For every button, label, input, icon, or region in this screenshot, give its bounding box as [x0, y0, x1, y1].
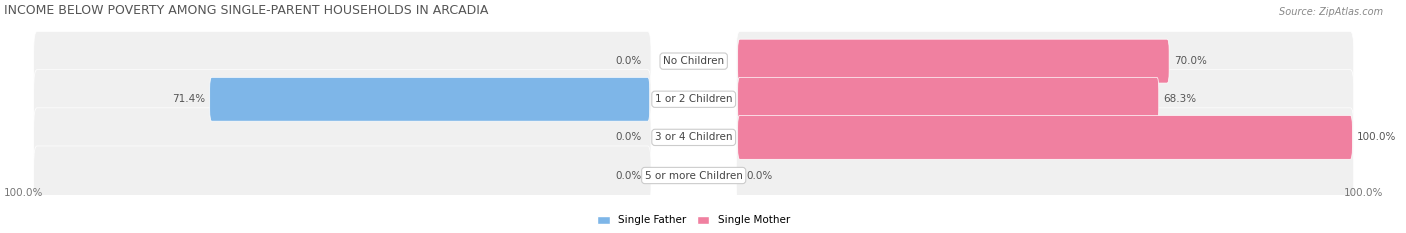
FancyBboxPatch shape [209, 77, 650, 121]
FancyBboxPatch shape [34, 70, 651, 129]
Text: No Children: No Children [664, 56, 724, 66]
Text: 0.0%: 0.0% [747, 171, 772, 181]
Text: 1 or 2 Children: 1 or 2 Children [655, 94, 733, 104]
Text: 70.0%: 70.0% [1174, 56, 1206, 66]
Text: 0.0%: 0.0% [614, 132, 641, 142]
Text: Source: ZipAtlas.com: Source: ZipAtlas.com [1279, 7, 1384, 17]
FancyBboxPatch shape [738, 116, 1353, 159]
Text: 3 or 4 Children: 3 or 4 Children [655, 132, 733, 142]
Text: 100.0%: 100.0% [1344, 188, 1384, 198]
Text: 71.4%: 71.4% [172, 94, 205, 104]
FancyBboxPatch shape [737, 108, 1354, 167]
Text: 5 or more Children: 5 or more Children [645, 171, 742, 181]
Text: 0.0%: 0.0% [614, 171, 641, 181]
Legend: Single Father, Single Mother: Single Father, Single Mother [593, 211, 794, 230]
FancyBboxPatch shape [34, 32, 651, 91]
FancyBboxPatch shape [737, 70, 1354, 129]
FancyBboxPatch shape [738, 77, 1159, 121]
Text: 68.3%: 68.3% [1163, 94, 1197, 104]
FancyBboxPatch shape [737, 146, 1354, 205]
FancyBboxPatch shape [34, 146, 651, 205]
FancyBboxPatch shape [738, 39, 1170, 83]
Text: 0.0%: 0.0% [614, 56, 641, 66]
Text: 100.0%: 100.0% [1357, 132, 1396, 142]
Text: INCOME BELOW POVERTY AMONG SINGLE-PARENT HOUSEHOLDS IN ARCADIA: INCOME BELOW POVERTY AMONG SINGLE-PARENT… [4, 4, 488, 17]
FancyBboxPatch shape [34, 108, 651, 167]
FancyBboxPatch shape [737, 32, 1354, 91]
Text: 100.0%: 100.0% [4, 188, 44, 198]
